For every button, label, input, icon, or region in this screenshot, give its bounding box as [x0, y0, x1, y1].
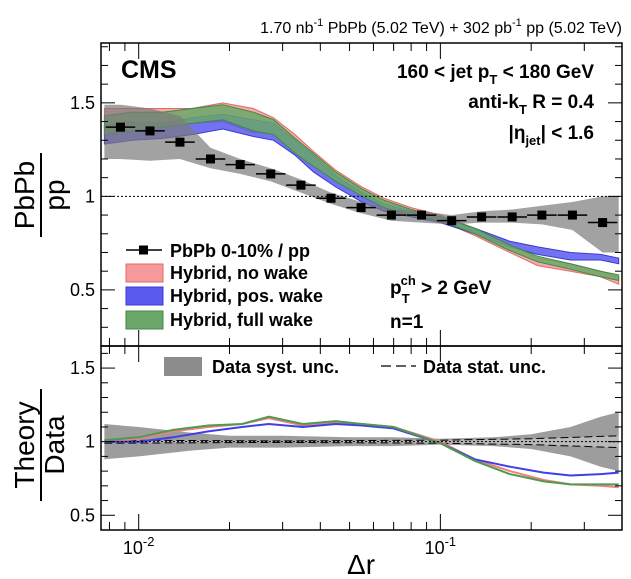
legend-stat-label: Data stat. unc.: [423, 357, 546, 377]
data-point: [326, 193, 336, 203]
lower-legend: Data syst. unc. Data stat. unc.: [164, 357, 546, 377]
data-point: [296, 180, 306, 190]
y-tick-label: 1: [85, 186, 95, 206]
upper-panel: 0.5 1 1.5: [70, 42, 623, 347]
y-tick-label: 0.5: [70, 280, 95, 300]
data-point: [598, 218, 608, 228]
data-point: [175, 137, 185, 147]
jet-pt-selection: 160 < jet pT < 180 GeV: [397, 62, 594, 87]
legend-no-wake-swatch: [125, 263, 164, 283]
legend-pos-wake-label: Hybrid, pos. wake: [170, 286, 323, 306]
x-tick-label: 10-2: [123, 534, 155, 558]
data-point: [447, 216, 457, 226]
lower-frame: [100, 345, 623, 531]
svg-text:PbPb: PbPb: [9, 161, 40, 230]
data-point: [235, 160, 245, 170]
pos-wake-ratio-line: [104, 422, 619, 477]
eta-selection: |ηjet| < 1.6: [509, 123, 594, 148]
legend-no-wake-label: Hybrid, no wake: [170, 263, 308, 283]
moment-n: n=1: [390, 312, 424, 333]
data-point: [206, 154, 216, 164]
header-part-5: pp (5.02 TeV): [522, 20, 622, 37]
data-point: [266, 169, 276, 179]
legend-data-marker: [139, 245, 148, 255]
data-syst-band: [104, 104, 619, 253]
data-point: [386, 210, 396, 220]
y-tick-label: 0.5: [70, 505, 95, 525]
full-wake-ratio-line: [104, 415, 619, 486]
x-axis-title: Δr: [347, 549, 375, 579]
data-point: [567, 210, 577, 220]
svg-text:Theory: Theory: [9, 401, 40, 488]
legend-syst-label: Data syst. unc.: [212, 357, 339, 377]
track-pt-selection: pch T > 2 GeV: [390, 273, 492, 306]
data-point: [507, 212, 517, 222]
header-part-4: -1: [512, 17, 522, 29]
legend-syst-swatch: [164, 357, 202, 376]
jet-algorithm: anti-kT R = 0.4: [468, 92, 594, 117]
cms-label: CMS: [121, 56, 177, 84]
header-part-2: -1: [313, 17, 323, 29]
y-tick-label: 1.5: [70, 358, 95, 378]
data-point: [417, 210, 427, 220]
stat-upper-line: [104, 435, 619, 442]
svg-text:pp: pp: [39, 179, 70, 210]
lower-panel: 0.5 1 1.5 10-2 10-1: [70, 345, 623, 558]
legend-full-wake-label: Hybrid, full wake: [170, 310, 313, 330]
legend-full-wake-swatch: [125, 310, 164, 330]
header-part-1: 1.70 nb: [260, 20, 313, 37]
lower-y-axis-title: Theory Data: [9, 389, 70, 501]
y-tick-label: 1: [85, 432, 95, 452]
data-point: [356, 203, 366, 213]
legend-data-label: PbPb 0-10% / pp: [170, 241, 310, 261]
header-part-3: PbPb (5.02 TeV) + 302 pb: [323, 20, 512, 37]
legend-pos-wake-swatch: [125, 286, 164, 306]
y-tick-label: 1.5: [70, 93, 95, 113]
svg-text:Data: Data: [39, 415, 70, 475]
data-point: [477, 212, 487, 222]
data-point: [537, 210, 547, 220]
full-wake-band: [103, 104, 620, 282]
upper-y-axis-title: PbPb pp: [9, 153, 70, 237]
data-point: [145, 126, 155, 136]
data-point: [115, 122, 125, 132]
luminosity-header: 1.70 nb-1 PbPb (5.02 TeV) + 302 pb-1 pp …: [260, 17, 622, 37]
upper-legend: PbPb 0-10% / pp Hybrid, no wake Hybrid, …: [125, 241, 323, 330]
x-tick-label: 10-1: [425, 534, 457, 558]
